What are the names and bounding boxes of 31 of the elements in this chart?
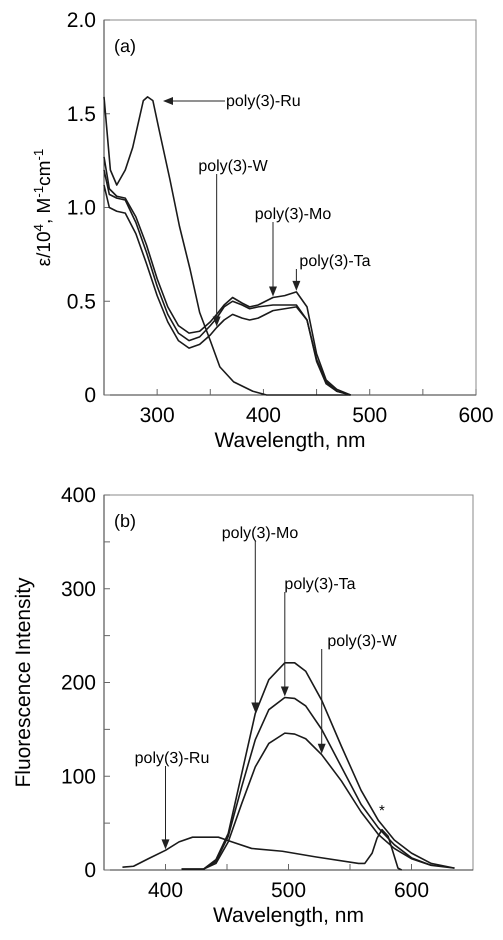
annotation: poly(3)-Ru — [134, 750, 210, 767]
y-tick-label: 2.0 — [66, 9, 96, 32]
y-tick-label: 400 — [60, 484, 96, 507]
text: (a) — [114, 36, 136, 56]
annotation: poly(3)-W — [198, 158, 269, 175]
text: (b) — [114, 511, 136, 531]
annotation: poly(3)-Mo — [254, 206, 332, 223]
y-tick-label: 0.5 — [66, 290, 96, 314]
x-tick-label: 600 — [458, 404, 494, 427]
x-tick-label: 300 — [140, 404, 175, 427]
y-tick-label: 100 — [60, 765, 96, 788]
x-tick-label: 600 — [394, 879, 430, 902]
y-tick-label: 200 — [60, 672, 96, 694]
y-tick-label: 1.5 — [66, 102, 96, 126]
y-tick-label: 300 — [60, 578, 96, 601]
x-tick-label: 500 — [270, 879, 306, 902]
x-axis-title: Wavelength, nm — [214, 429, 366, 452]
annotation: poly(3)-W — [327, 633, 398, 650]
y-tick-label: 0 — [84, 859, 96, 882]
annotation: poly(3)-Mo — [222, 525, 298, 542]
x-tick-label: 400 — [246, 404, 281, 427]
annotation: poly(3)-Ru — [226, 93, 301, 110]
x-axis-title: Wavelength, nm — [213, 904, 364, 927]
y-tick-label: 0 — [84, 384, 96, 407]
y-axis-title: Fluorescence Intensity — [12, 576, 35, 788]
annotation: poly(3)-Ta — [284, 576, 356, 593]
annotation: * — [379, 802, 386, 820]
annotation: poly(3)-Ta — [299, 253, 371, 270]
x-tick-label: 400 — [148, 879, 184, 902]
y-tick-label: 1.0 — [66, 196, 96, 220]
x-tick-label: 500 — [352, 404, 388, 427]
